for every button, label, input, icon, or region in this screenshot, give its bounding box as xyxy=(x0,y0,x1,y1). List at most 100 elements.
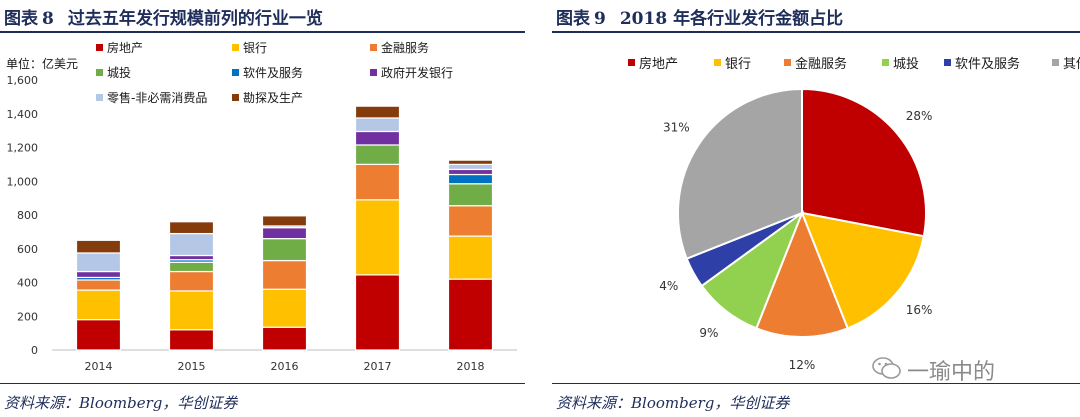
footer-rule xyxy=(0,383,525,384)
legend-swatch xyxy=(96,69,103,76)
legend-swatch xyxy=(944,59,951,66)
legend-label: 金融服务 xyxy=(795,56,847,72)
title-rule xyxy=(0,31,525,33)
pie-slice xyxy=(755,210,849,338)
legend-label: 银行 xyxy=(243,41,267,55)
figure-number: 8 xyxy=(42,9,54,29)
legend-label: 银行 xyxy=(725,57,751,72)
legend-label: 其他 xyxy=(1063,57,1080,72)
y-tick-label: 0 xyxy=(31,344,38,357)
legend-label: 软件及服务 xyxy=(955,56,1020,72)
figure-label: 图表 xyxy=(556,9,590,29)
y-tick-label: 1,600 xyxy=(7,74,39,87)
bar-segment xyxy=(261,288,308,328)
legend-swatch xyxy=(784,59,791,66)
legend-label: 软件及服务 xyxy=(243,65,303,80)
source-note: 资料来源：Bloomberg，华创证券 xyxy=(556,394,790,412)
bar-segment xyxy=(168,254,215,261)
footer-rule xyxy=(552,383,1080,384)
bar-segment xyxy=(168,270,215,292)
figure-8-title: 图表 8 过去五年发行规模前列的行业一览 xyxy=(4,4,323,29)
bar-segment xyxy=(75,252,122,273)
bar-segment xyxy=(168,221,215,235)
bar-segment xyxy=(354,130,401,146)
bar-segment xyxy=(261,326,308,351)
pie-slice xyxy=(801,87,927,238)
bar-chart-panel: 图表 8 过去五年发行规模前列的行业一览 房地产 银行 金融服务 城投 软件及服务 政府开发银… xyxy=(0,0,525,417)
bar-segment xyxy=(75,270,122,279)
bar-segment xyxy=(354,163,401,201)
y-tick-label: 1,400 xyxy=(7,108,39,121)
figure-9-title: 图表 9 2018 年各行业发行金额占比 xyxy=(556,4,843,29)
bar-segment xyxy=(75,289,122,321)
pie-chart: 房地产 银行 金融服务 城投 软件及服务 其他 28% 16% 12% 9% 4% 31% xyxy=(628,56,1080,372)
bar-segment xyxy=(168,329,215,351)
bar-segment xyxy=(261,227,308,240)
legend-label: 勘探及生产 xyxy=(243,91,303,105)
bar-segment xyxy=(447,205,494,237)
bar-segment xyxy=(261,215,308,227)
y-tick-label: 600 xyxy=(17,243,38,256)
pie-slice xyxy=(800,211,925,330)
bar-segment xyxy=(447,159,494,165)
legend-swatch xyxy=(232,69,239,76)
legend-label: 城投 xyxy=(893,56,919,72)
x-tick-label: 2015 xyxy=(178,360,206,373)
x-tick-label: 2018 xyxy=(457,360,485,373)
bar-segment xyxy=(75,319,122,351)
legend-label: 金融服务 xyxy=(381,40,429,55)
bar-segment xyxy=(447,163,494,171)
legend-label: 房地产 xyxy=(639,56,678,72)
legend-swatch xyxy=(232,94,239,101)
pie-value-label: 12% xyxy=(789,358,816,372)
chart-title: 过去五年发行规模前列的行业一览 xyxy=(67,9,323,29)
bar-segment xyxy=(354,105,401,119)
y-tick-label: 400 xyxy=(17,277,38,290)
legend-swatch xyxy=(882,59,889,66)
x-tick-label: 2016 xyxy=(271,360,299,373)
legend-swatch xyxy=(714,59,721,66)
bar-segment xyxy=(447,235,494,280)
figure-number: 9 xyxy=(594,9,606,29)
wechat-icon xyxy=(872,357,901,379)
y-tick-label: 200 xyxy=(17,310,38,323)
legend-label: 城投 xyxy=(107,65,131,80)
bar-segment xyxy=(168,261,215,273)
y-tick-label: 1,000 xyxy=(7,175,39,188)
x-tick-label: 2014 xyxy=(85,360,113,373)
pie-value-label: 9% xyxy=(699,326,718,340)
bar-segment xyxy=(447,183,494,207)
legend-label: 政府开发银行 xyxy=(381,65,453,80)
bar-segment xyxy=(168,290,215,331)
pie-value-label: 31% xyxy=(663,121,690,135)
y-tick-label: 1,200 xyxy=(7,142,39,155)
legend-swatch xyxy=(1052,59,1059,66)
pie-value-label: 28% xyxy=(906,109,933,123)
pie-chart-panel: 图表9 2018 年各行业发行金额占比 房地产 银行 金融服务 城投 软件及服务 其他 28… xyxy=(552,0,1080,417)
y-tick-label: 800 xyxy=(17,209,38,222)
bar-segment xyxy=(447,168,494,176)
bar-segment xyxy=(447,173,494,185)
y-axis-unit-label: 单位：亿美元 xyxy=(6,56,78,71)
bar-segment xyxy=(261,259,308,290)
legend-label: 零售-非必需消费品 xyxy=(107,90,207,105)
legend-swatch xyxy=(96,94,103,101)
legend-swatch xyxy=(370,44,377,51)
bar-segment xyxy=(354,144,401,165)
bar-segment xyxy=(261,238,308,262)
bar-segment xyxy=(354,117,401,133)
legend-swatch xyxy=(370,69,377,76)
x-tick-label: 2017 xyxy=(364,360,392,373)
pie-slice xyxy=(677,87,803,260)
pie-value-label: 4% xyxy=(659,279,678,293)
source-note: 资料来源：Bloomberg，华创证券 xyxy=(4,394,238,412)
title-rule xyxy=(552,31,1080,33)
bar-segment xyxy=(354,274,401,351)
bar-segment xyxy=(447,278,494,351)
bar-segment xyxy=(75,279,122,291)
bar-segment xyxy=(75,239,122,254)
watermark-text: 一瑜中的 xyxy=(907,360,996,385)
legend-swatch xyxy=(232,44,239,51)
legend-swatch xyxy=(628,59,635,66)
